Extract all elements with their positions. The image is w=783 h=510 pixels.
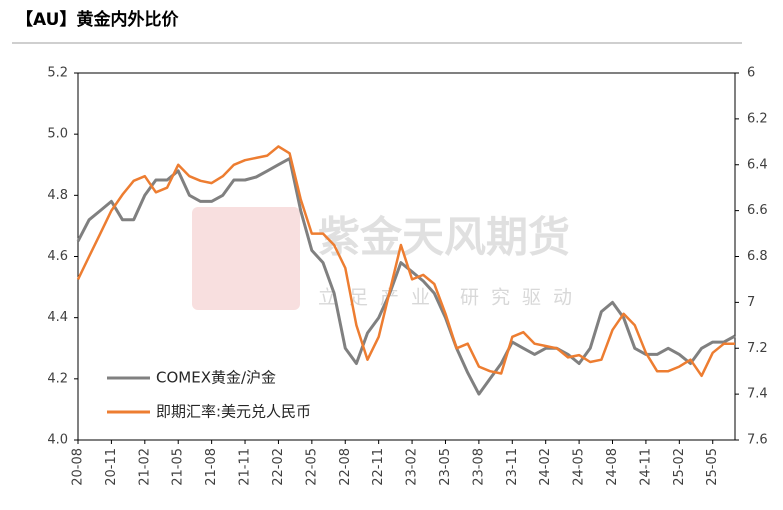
y-tick-label: 4.2 [47, 371, 68, 386]
x-tick-label: 22-05 [304, 448, 319, 486]
y2-tick-label: 7.6 [747, 433, 768, 448]
y2-tick-label: 7 [747, 295, 755, 310]
y-tick-label: 5.0 [47, 127, 68, 142]
x-tick-label: 25-05 [705, 448, 720, 486]
y2-tick-label: 6.8 [747, 249, 768, 264]
y2-tick-label: 7.4 [747, 387, 768, 402]
watermark: 紫金天风期货 立足产业 研究驱动 [192, 207, 584, 310]
y2-tick-label: 6.4 [747, 157, 768, 172]
x-tick-label: 23-08 [471, 448, 486, 486]
watermark-seal [192, 207, 300, 310]
x-tick-label: 20-08 [71, 448, 86, 486]
x-tick-label: 22-11 [371, 448, 386, 486]
x-tick-label: 21-05 [171, 448, 186, 486]
x-tick-label: 24-08 [605, 448, 620, 486]
y-tick-label: 4.4 [47, 310, 68, 325]
chart-title: 【AU】黄金内外比价 [16, 9, 179, 30]
y2-tick-label: 7.2 [747, 341, 768, 356]
x-tick-label: 24-02 [538, 448, 553, 486]
y-tick-label: 4.6 [47, 249, 68, 264]
x-tick-label: 22-02 [271, 448, 286, 486]
x-tick-label: 21-02 [137, 448, 152, 486]
series-line [76, 145, 735, 378]
y-tick-label: 4.8 [47, 188, 68, 203]
y2-tick-label: 6.2 [747, 111, 768, 126]
x-tick-label: 23-11 [505, 448, 520, 486]
y2-tick-label: 6.6 [747, 203, 768, 218]
x-tick-label: 23-02 [405, 448, 420, 486]
x-tick-label: 22-08 [338, 448, 353, 486]
x-tick-label: 21-11 [238, 448, 253, 486]
x-tick-label: 24-11 [638, 448, 653, 486]
x-tick-label: 21-08 [204, 448, 219, 486]
x-tick-label: 23-05 [438, 448, 453, 486]
watermark-subtitle: 立足产业 研究驱动 [318, 287, 584, 309]
x-tick-label: 24-05 [572, 448, 587, 486]
x-tick-label: 20-11 [104, 448, 119, 486]
legend-label: COMEX黄金/沪金 [156, 369, 276, 387]
series-line [76, 157, 736, 396]
x-tick-label: 25-02 [672, 448, 687, 486]
legend-label: 即期汇率:美元兑人民币 [156, 403, 311, 421]
y-tick-label: 4.0 [47, 433, 68, 448]
y2-tick-label: 6 [747, 66, 755, 81]
y-tick-label: 5.2 [47, 66, 68, 81]
watermark-text: 紫金天风期货 [318, 213, 570, 262]
